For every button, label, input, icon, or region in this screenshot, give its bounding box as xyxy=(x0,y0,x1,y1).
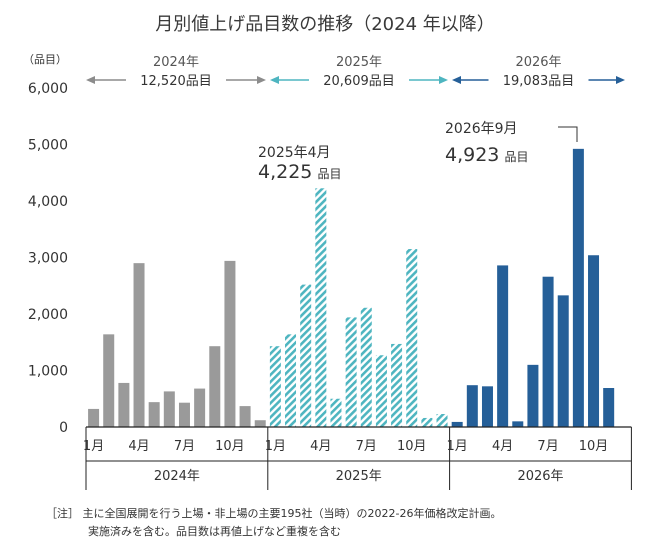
footnote-line-1: ［注］ 主に全国展開を行う上場・非上場の主要195社（当時）の2022-26年価… xyxy=(46,506,501,520)
arrow-right-head xyxy=(257,76,266,84)
bar-2024-4 xyxy=(133,263,145,427)
bar-2025-8 xyxy=(375,355,387,427)
bar-2025-1 xyxy=(269,346,281,427)
bar-2026-4 xyxy=(497,265,509,427)
year-totals: 2024年 12,520品目 2025年 20,609品目 2026年 19,083品目 xyxy=(86,55,625,89)
arrow-left-head xyxy=(452,76,461,84)
bar-2025-10 xyxy=(406,249,418,427)
bar-2025-2 xyxy=(285,334,297,427)
annotation-2026-leader-line xyxy=(558,126,578,142)
month-tick-label: 4月 xyxy=(492,439,513,454)
annotation-2026-peak: 2026年9月 4,923 品目 xyxy=(445,121,578,166)
year-total-label: 2024年 xyxy=(153,55,199,70)
x-tick-labels: 1月 4月 7月 10月 1月 4月 7月 10月 1月 4月 7月 10月 2024年 2025年 202… xyxy=(83,439,608,484)
year-total-value: 12,520品目 xyxy=(140,74,212,89)
annotation-2025-peak: 2025年4月 4,225 品目 xyxy=(258,145,342,183)
month-tick-label: 10月 xyxy=(397,439,427,454)
month-tick-label: 7月 xyxy=(537,439,558,454)
annotation-2025-number: 4,225 xyxy=(258,161,312,183)
annotation-2026-date: 2026年9月 xyxy=(445,121,518,137)
y-axis-label: （品目） xyxy=(23,53,67,66)
year-tick-label: 2024年 xyxy=(154,469,200,484)
annotation-2025-date: 2025年4月 xyxy=(258,145,331,161)
bar-2025-12 xyxy=(436,414,448,427)
bar-2024-6 xyxy=(163,391,175,427)
bar-2025-6 xyxy=(345,317,357,427)
arrow-left-head xyxy=(86,76,95,84)
annotation-2026-value: 4,923 品目 xyxy=(445,144,529,166)
bar-2024-9 xyxy=(209,346,221,427)
bar-2026-8 xyxy=(557,295,569,427)
bar-2024-1 xyxy=(88,408,100,427)
year-tick-label: 2025年 xyxy=(336,469,382,484)
bar-2025-9 xyxy=(391,343,403,427)
annotation-2025-unit: 品目 xyxy=(318,167,342,181)
bar-2025-3 xyxy=(300,284,312,427)
bar-2024-7 xyxy=(178,402,190,427)
year-total-label: 2026年 xyxy=(515,55,561,70)
bar-2025-7 xyxy=(360,307,372,427)
month-tick-label: 10月 xyxy=(215,439,245,454)
bar-2026-5 xyxy=(512,421,524,427)
bar-2025-11 xyxy=(421,417,433,427)
year-tick-label: 2026年 xyxy=(517,469,563,484)
annotation-2025-value: 4,225 品目 xyxy=(258,161,342,183)
bar-2024-3 xyxy=(118,382,130,427)
bar-2024-5 xyxy=(148,402,160,427)
bar-2026-11 xyxy=(603,388,615,427)
month-tick-label: 4月 xyxy=(310,439,331,454)
annotation-2026-number: 4,923 xyxy=(445,144,499,166)
y-tick-label: 2,000 xyxy=(28,307,68,323)
y-tick-label: 6,000 xyxy=(28,81,68,97)
month-tick-label: 1月 xyxy=(83,439,104,454)
month-tick-label: 7月 xyxy=(356,439,377,454)
y-tick-label: 4,000 xyxy=(28,194,68,210)
bar-2026-7 xyxy=(542,276,554,427)
bar-2026-10 xyxy=(588,255,600,427)
arrow-right-head xyxy=(616,76,625,84)
year-total-3: 2026年 19,083品目 xyxy=(452,55,625,89)
arrow-left-head xyxy=(270,76,279,84)
bar-2024-11 xyxy=(239,406,251,427)
y-tick-label: 0 xyxy=(59,420,68,436)
bar-2024-8 xyxy=(194,388,206,427)
year-total-label: 2025年 xyxy=(336,55,382,70)
bars xyxy=(88,148,615,427)
chart-title: 月別値上げ品目数の推移（2024 年以降） xyxy=(155,14,495,35)
y-tick-label: 1,000 xyxy=(28,364,68,380)
axes xyxy=(85,426,632,490)
annotation-2026-unit: 品目 xyxy=(505,150,529,164)
year-total-value: 20,609品目 xyxy=(323,74,395,89)
year-total-value: 19,083品目 xyxy=(503,74,575,89)
y-tick-labels: 0 1,000 2,000 3,000 4,000 5,000 6,000 xyxy=(28,81,68,436)
bar-2026-9 xyxy=(572,148,584,427)
y-tick-label: 3,000 xyxy=(28,251,68,267)
bar-2024-12 xyxy=(254,420,266,427)
year-total-2: 2025年 20,609品目 xyxy=(270,55,448,89)
bar-2026-6 xyxy=(527,364,539,427)
footnote-line-2: 実施済みを含む。品目数は再値上げなど重複を含む xyxy=(88,524,341,538)
bar-2025-4 xyxy=(315,188,327,427)
month-tick-label: 1月 xyxy=(447,439,468,454)
month-tick-label: 4月 xyxy=(128,439,149,454)
bar-2025-5 xyxy=(330,398,342,427)
bar-2026-1 xyxy=(451,421,463,427)
y-tick-label: 5,000 xyxy=(28,138,68,154)
bar-2026-2 xyxy=(466,385,478,427)
year-total-1: 2024年 12,520品目 xyxy=(86,55,266,89)
month-tick-label: 10月 xyxy=(579,439,609,454)
month-tick-label: 7月 xyxy=(174,439,195,454)
bar-2024-10 xyxy=(224,260,236,427)
bar-2026-3 xyxy=(481,386,493,427)
month-tick-label: 1月 xyxy=(265,439,286,454)
arrow-right-head xyxy=(439,76,448,84)
bar-2024-2 xyxy=(103,334,115,427)
